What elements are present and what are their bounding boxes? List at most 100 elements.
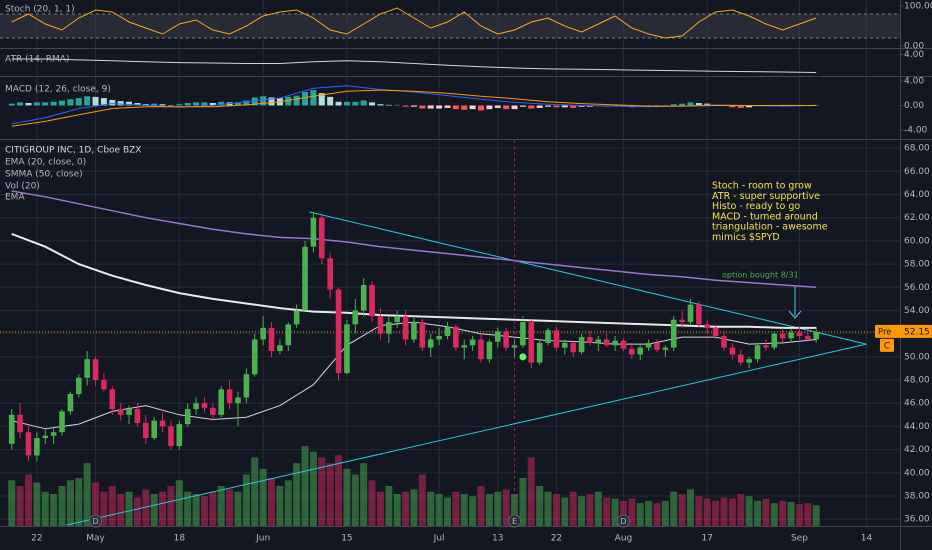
candle-body bbox=[570, 342, 576, 353]
volume-bar bbox=[209, 491, 217, 526]
candle-body bbox=[226, 389, 233, 404]
volume-bar bbox=[242, 474, 250, 526]
volume-bar bbox=[536, 486, 544, 526]
macd-histogram-bar bbox=[67, 99, 74, 106]
volume-bar bbox=[812, 505, 820, 526]
macd-histogram-bar bbox=[176, 104, 183, 106]
candle-body bbox=[235, 397, 241, 404]
legend-entry: EMA (20, close, 0) bbox=[5, 158, 86, 168]
trendline bbox=[309, 211, 867, 345]
macd-histogram-bar bbox=[251, 97, 258, 106]
macd-histogram-bar bbox=[402, 105, 409, 107]
candle-body bbox=[520, 322, 526, 346]
close-flag-label: C bbox=[884, 341, 890, 351]
macd-histogram-bar bbox=[167, 105, 174, 106]
volume-bar bbox=[41, 491, 49, 526]
volume-bar bbox=[452, 491, 460, 526]
volume-bar bbox=[762, 498, 770, 526]
macd-histogram-bar bbox=[352, 101, 359, 106]
candle-body bbox=[779, 333, 786, 339]
volume-bar bbox=[234, 491, 242, 526]
macd-histogram-bar bbox=[494, 105, 501, 108]
candle-body bbox=[503, 331, 509, 348]
candle-body bbox=[545, 330, 551, 343]
candle-body bbox=[34, 438, 40, 456]
macd-histogram-bar bbox=[704, 103, 711, 106]
macd-histogram-bar bbox=[318, 93, 325, 106]
candle-body bbox=[8, 414, 15, 444]
candle-body bbox=[427, 339, 434, 348]
volume-bar bbox=[460, 494, 468, 526]
annotation-arrowhead bbox=[788, 310, 802, 319]
volume-bar bbox=[552, 494, 560, 526]
candle-body bbox=[670, 319, 677, 348]
volume-bar bbox=[368, 480, 376, 526]
candle-body bbox=[461, 345, 468, 348]
candle-body bbox=[159, 420, 166, 427]
candle-body bbox=[184, 409, 191, 425]
candle-body bbox=[486, 341, 493, 360]
volume-bar bbox=[83, 463, 91, 526]
candle-body bbox=[92, 359, 99, 381]
macd-histogram-bar bbox=[469, 105, 476, 110]
volume-bar bbox=[636, 503, 644, 526]
candle-body bbox=[402, 316, 409, 340]
x-tick-label: May bbox=[86, 534, 105, 544]
x-tick-label: Jun bbox=[255, 534, 270, 544]
x-tick-label: 15 bbox=[341, 534, 352, 544]
volume-bar bbox=[150, 494, 158, 526]
macd-histogram-bar bbox=[343, 101, 350, 106]
volume-bar bbox=[653, 503, 661, 526]
volume-bar bbox=[66, 480, 74, 526]
candle-body bbox=[478, 339, 484, 360]
volume-bar bbox=[125, 491, 133, 526]
volume-bar bbox=[603, 497, 611, 526]
volume-bar bbox=[301, 446, 309, 526]
annotation: triangulation - awesome bbox=[712, 222, 828, 233]
volume-bar bbox=[50, 494, 58, 526]
macd-histogram-bar bbox=[444, 105, 451, 108]
y-tick-label: 42.00 bbox=[904, 445, 930, 455]
candle-body bbox=[251, 339, 258, 375]
macd-histogram-bar bbox=[75, 98, 82, 106]
x-tick-label: 22 bbox=[31, 534, 42, 544]
volume-bar bbox=[804, 503, 812, 526]
x-tick-label: 22 bbox=[551, 534, 562, 544]
candle-body bbox=[67, 393, 74, 412]
candle-body bbox=[578, 337, 585, 353]
macd-histogram-bar bbox=[33, 102, 40, 106]
volume-bar bbox=[142, 489, 150, 526]
candle-body bbox=[42, 435, 49, 439]
candle-body bbox=[25, 432, 32, 456]
volume-bar bbox=[569, 491, 577, 526]
macd-histogram-bar bbox=[813, 104, 820, 106]
volume-bar bbox=[770, 503, 778, 526]
atr-label: ATR (14, RMA) bbox=[5, 55, 69, 65]
candle-body bbox=[704, 324, 711, 328]
x-tick-label: Aug bbox=[615, 534, 633, 544]
y-tick-label: 4.00 bbox=[904, 76, 924, 86]
volume-bar bbox=[318, 457, 326, 526]
candle-body bbox=[536, 342, 543, 363]
volume-bar bbox=[586, 494, 594, 526]
candle-body bbox=[562, 342, 568, 348]
volume-bar bbox=[133, 497, 141, 526]
macd-histogram-bar bbox=[209, 103, 216, 106]
macd-histogram-bar bbox=[184, 103, 191, 106]
volume-bar bbox=[578, 496, 586, 526]
price-tag-prefix: Pre bbox=[878, 327, 892, 337]
volume-bar bbox=[226, 489, 234, 526]
macd-histogram-bar bbox=[394, 104, 401, 106]
macd-histogram-bar bbox=[578, 105, 585, 107]
candle-body bbox=[17, 414, 23, 433]
volume-bar bbox=[645, 500, 653, 526]
candle-body bbox=[327, 258, 333, 290]
macd-histogram-bar bbox=[410, 105, 417, 107]
volume-bar bbox=[268, 478, 276, 526]
candle-body bbox=[243, 374, 250, 398]
candle-body bbox=[763, 345, 769, 348]
volume-bar bbox=[511, 494, 519, 526]
candle-body bbox=[595, 339, 602, 343]
